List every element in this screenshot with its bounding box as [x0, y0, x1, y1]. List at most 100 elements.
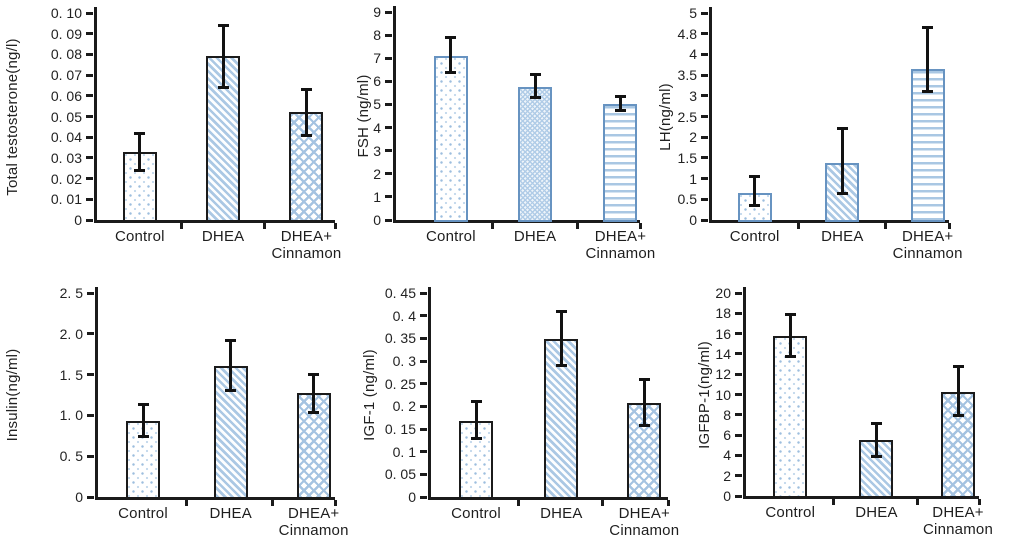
error-bar-cap-bottom	[137, 435, 149, 439]
y-tick-mark	[385, 149, 392, 153]
error-bar-cap-top	[445, 35, 457, 39]
y-axis-label-insulin: Insulin(ng/ml)	[4, 348, 21, 442]
y-tick-label: 0. 25	[384, 375, 416, 392]
y-tick-mark	[735, 332, 742, 336]
x-category-label: Control	[421, 505, 531, 522]
y-tick-mark	[385, 79, 392, 83]
y-tick-label: 8	[373, 27, 381, 44]
error-bar-cap-top	[137, 403, 149, 407]
x-category-label-line: DHEA+	[932, 504, 984, 521]
y-tick-label: 0. 1	[392, 443, 416, 460]
x-tick-mark	[185, 500, 189, 506]
y-tick-mark	[701, 32, 708, 36]
y-tick-label: 2.5	[677, 108, 697, 125]
y-tick-label: 4	[689, 46, 697, 63]
y-tick-label: 7	[373, 50, 381, 67]
y-tick-mark	[86, 32, 93, 36]
y-tick-mark	[87, 413, 94, 417]
x-tick-mark	[333, 500, 337, 506]
y-tick-label: 0.5	[677, 191, 697, 208]
y-tick-mark	[735, 291, 742, 295]
y-tick-label: 0. 5	[59, 448, 83, 465]
y-tick-mark	[735, 393, 742, 396]
error-bar-line	[874, 423, 878, 457]
x-tick-mark	[270, 500, 274, 506]
bar-dhea	[518, 87, 553, 222]
y-tick-label: 16	[715, 325, 731, 342]
y-tick-mark	[735, 372, 742, 376]
error-bar-cap-top	[784, 312, 796, 316]
x-category-label: DHEA+ Cinnamon	[259, 505, 369, 539]
x-tick-mark	[883, 223, 887, 229]
error-bar-cap-top	[308, 373, 320, 377]
y-tick-label: 0	[75, 489, 83, 505]
x-tick-mark	[947, 223, 951, 229]
y-tick-label: 2. 0	[59, 325, 83, 342]
y-tick-label: 0	[408, 489, 416, 505]
y-tick-mark	[701, 218, 708, 222]
y-tick-mark	[420, 291, 427, 295]
y-tick-label: 1	[373, 188, 381, 205]
x-category-label: DHEA+ Cinnamon	[565, 228, 675, 262]
x-category-label: DHEA+ Cinnamon	[589, 505, 699, 539]
y-tick-label: 0. 3	[392, 353, 416, 369]
x-category-label: Control	[88, 505, 198, 522]
error-bar-cap-top	[555, 309, 567, 313]
error-bar-cap-bottom	[952, 414, 964, 418]
error-bar-cap-top	[749, 175, 761, 179]
y-tick-label: 0	[74, 212, 82, 228]
error-bar-cap-top	[300, 88, 312, 92]
error-bar-line	[229, 340, 233, 391]
chart-igf-1: IGF-1 (ng/ml) 0. 45 0. 4 0. 35 0. 3 0. 25 0. 2…	[343, 273, 686, 547]
x-category-label-line: DHEA+	[280, 228, 333, 245]
x-category-label: DHEA	[787, 228, 897, 245]
y-tick-label: 5	[373, 96, 381, 113]
y-tick-label: 0. 4	[392, 307, 416, 324]
y-tick-mark	[86, 11, 93, 15]
y-tick-mark	[385, 195, 392, 199]
y-tick-mark	[86, 73, 93, 77]
y-tick-label: 1. 5	[59, 366, 83, 383]
y-tick-mark	[701, 94, 708, 98]
y-tick-mark	[735, 494, 742, 498]
x-category-label-line: Cinnamon	[609, 522, 680, 539]
y-tick-mark	[420, 382, 427, 386]
y-tick-mark	[86, 94, 93, 98]
y-tick-mark	[86, 156, 93, 160]
y-tick-mark	[87, 291, 94, 295]
x-category-label-line: Control	[426, 228, 476, 245]
y-tick-label: 20	[715, 285, 731, 301]
error-bar-line	[926, 27, 930, 92]
y-tick-label: 0. 01	[50, 191, 82, 208]
y-tick-label: 2	[689, 129, 697, 146]
y-tick-mark	[86, 115, 93, 118]
y-tick-label: 5	[689, 5, 697, 21]
y-tick-mark	[701, 197, 708, 201]
x-category-label-line: DHEA+	[901, 228, 954, 245]
y-tick-mark	[87, 495, 94, 499]
error-bar-line	[618, 96, 622, 111]
x-tick-mark	[263, 223, 267, 229]
error-bar-cap-bottom	[784, 355, 796, 359]
x-category-label-line: Control	[118, 505, 168, 522]
y-tick-mark	[420, 359, 427, 363]
y-tick-mark	[735, 474, 742, 478]
y-tick-label: 6	[373, 73, 381, 90]
y-tick-label: 12	[715, 366, 731, 383]
chart-fsh: FSH (ng/ml) 9 8 7 6 5 4 3 2 1 0 Control DHEA DHEA+ Cin…	[343, 0, 686, 273]
y-tick-mark	[385, 172, 392, 176]
y-tick-label: 1.5	[677, 149, 697, 166]
x-category-label: Control	[700, 228, 810, 245]
error-bar-line	[312, 374, 316, 413]
y-tick-mark	[701, 156, 708, 160]
x-category-label: DHEA+ Cinnamon	[873, 228, 983, 262]
y-tick-label: 10	[715, 386, 731, 403]
y-tick-mark	[701, 52, 708, 56]
y-tick-label: 4	[723, 447, 731, 464]
x-category-label: DHEA	[506, 505, 616, 522]
y-tick-mark	[86, 218, 93, 222]
y-tick-mark	[420, 404, 427, 408]
error-bar-cap-top	[470, 400, 482, 404]
error-bar-cap-bottom	[614, 108, 626, 112]
error-bar-cap-top	[922, 25, 934, 29]
